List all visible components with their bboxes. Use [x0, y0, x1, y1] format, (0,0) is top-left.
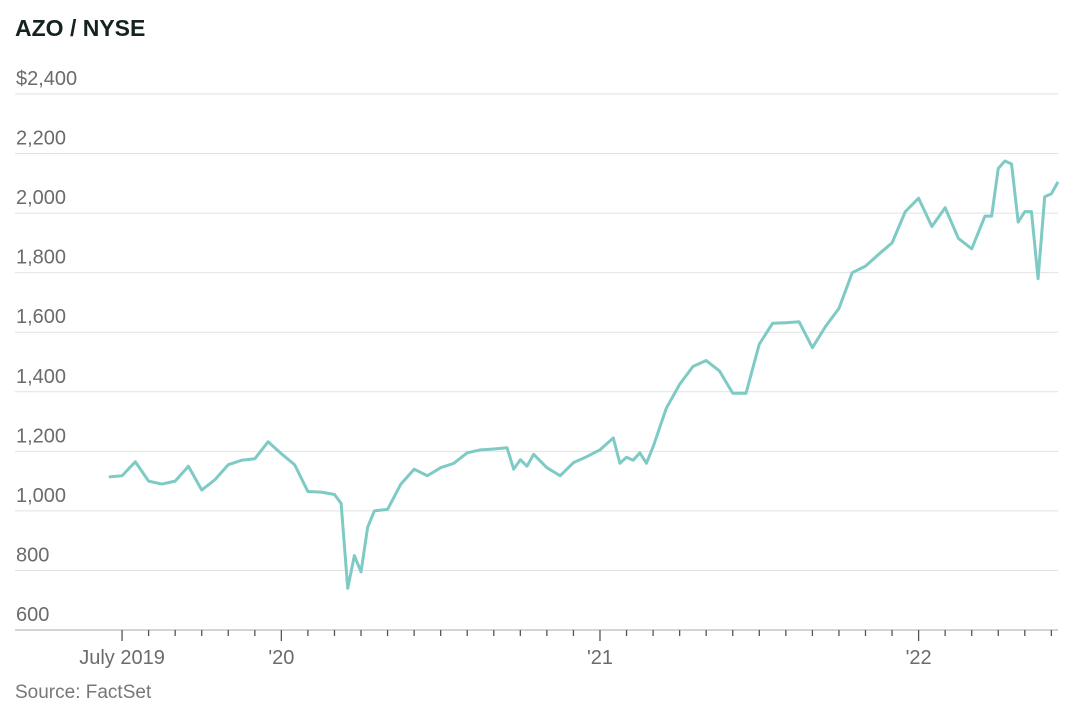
- y-tick-label: 1,800: [16, 247, 66, 269]
- x-tick-label: '20: [268, 647, 294, 669]
- x-tick-label: '22: [906, 647, 932, 669]
- chart-title: AZO / NYSE: [15, 15, 145, 41]
- y-tick-label: 800: [16, 544, 49, 566]
- price-line: [108, 159, 1060, 590]
- y-tick-label: $2,400: [16, 68, 77, 90]
- y-tick-label: 1,400: [16, 366, 66, 388]
- x-tick-label: July 2019: [79, 647, 165, 669]
- x-tick-label: '21: [587, 647, 613, 669]
- y-tick-label: 2,200: [16, 128, 66, 150]
- y-tick-label: 1,000: [16, 485, 66, 507]
- y-tick-label: 2,000: [16, 187, 66, 209]
- y-tick-label: 600: [16, 604, 49, 626]
- y-tick-label: 1,600: [16, 306, 66, 328]
- y-tick-label: 1,200: [16, 425, 66, 447]
- source-note: Source: FactSet: [15, 682, 152, 703]
